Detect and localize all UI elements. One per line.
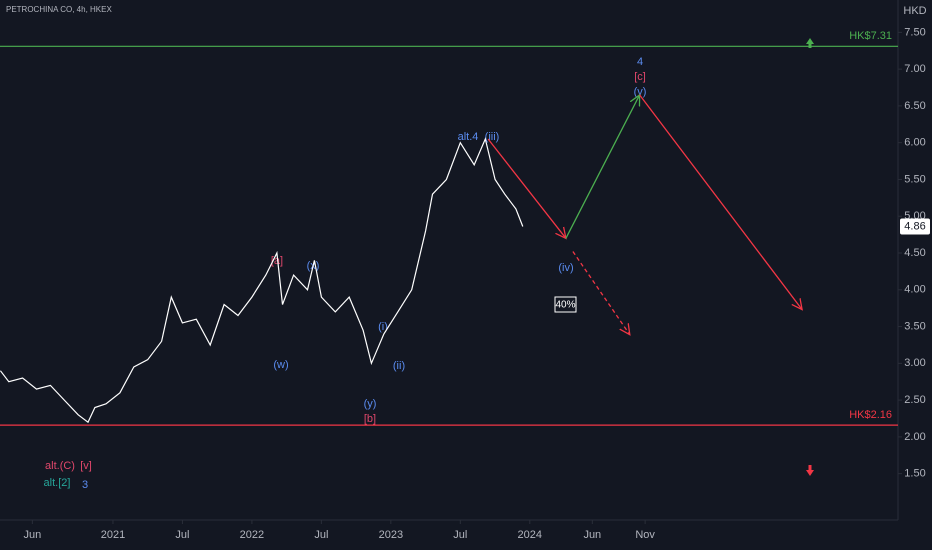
percent-box [554,296,577,313]
wave-label: [v] [80,460,92,472]
projection-line [487,138,566,238]
x-tick-label: Nov [635,529,655,541]
y-tick-label: 2.50 [904,394,925,406]
wave-label: (iii) [485,131,500,143]
y-tick-label: 6.50 [904,100,925,112]
wave-label: alt.(C) [45,460,75,472]
y-tick-label: 3.50 [904,320,925,332]
y-tick-label: 6.00 [904,137,925,149]
down-arrow-icon [806,465,814,476]
x-tick-label: Jun [23,529,41,541]
percent-label: 40% [555,300,575,311]
wave-label: (y) [364,398,377,410]
unit-label: HKD [903,5,926,17]
y-tick-label: 2.00 [904,431,925,443]
wave-label: (i) [378,321,388,333]
last-price-box [900,218,930,235]
up-arrow-icon [806,38,814,48]
wave-label: (ii) [393,360,405,372]
chart-title: PETROCHINA CO, 4h, HKEX [6,5,112,14]
y-tick-label: 3.00 [904,357,925,369]
projection-line [572,251,630,335]
y-tick-label: 1.50 [904,468,925,480]
wave-label: (iv) [558,262,573,274]
wave-label: alt.4 [458,131,479,143]
projection-line [565,95,640,239]
price-line [0,137,524,424]
price-level-label: HK$7.31 [849,30,892,42]
wave-label: [c] [634,71,646,83]
last-price-label: 4.86 [904,220,925,232]
y-tick-label: 7.50 [904,26,925,38]
x-tick-label: 2022 [240,529,264,541]
x-tick-label: 2021 [101,529,125,541]
wave-label: [b] [364,413,376,425]
y-tick-label: 5.50 [904,173,925,185]
x-tick-label: Jul [175,529,189,541]
y-tick-label: 4.00 [904,284,925,296]
y-tick-label: 4.50 [904,247,925,259]
wave-label: 4 [637,56,643,68]
price-level-label: HK$2.16 [849,409,892,421]
wave-label: (w) [273,359,288,371]
x-tick-label: Jun [583,529,601,541]
x-tick-label: Jul [314,529,328,541]
wave-label: 3 [82,479,88,491]
wave-label: alt.[2] [44,477,71,489]
x-tick-label: 2023 [379,529,403,541]
y-tick-label: 7.00 [904,63,925,75]
x-tick-label: 2024 [518,529,542,541]
projection-line [639,94,803,310]
x-tick-label: Jul [453,529,467,541]
